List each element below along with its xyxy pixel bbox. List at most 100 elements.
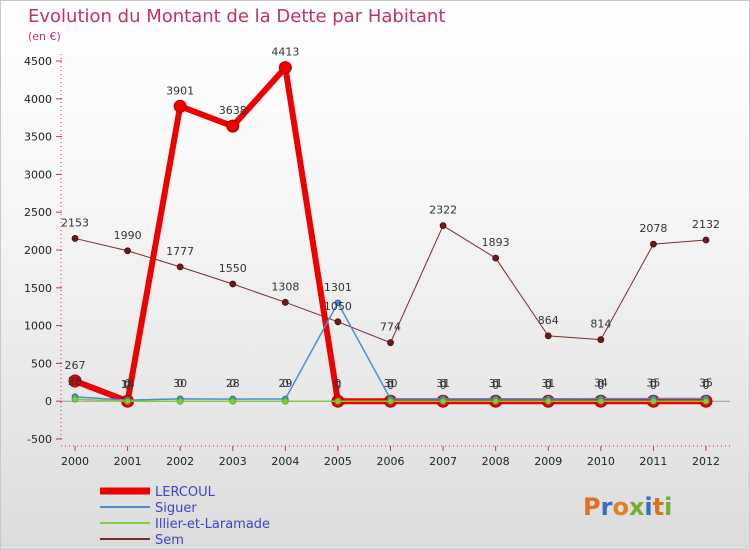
data-label-lercoul: 0 [597,379,604,392]
data-label-siguer: 31 [541,377,555,390]
data-label-sem: 1990 [114,229,142,242]
data-label-sem: 1550 [219,262,247,275]
data-point-illier-et-laramade [71,395,79,403]
legend-label-illier-et-laramade: Illier-et-Laramade [155,517,270,532]
data-label-lercoul: 0 [650,379,657,392]
logo-letter: x [629,493,645,521]
data-label-illier-et-laramade: 0 [334,377,341,390]
data-point-lercoul [278,61,292,75]
chart-subtitle: (en €) [28,30,61,43]
data-point-illier-et-laramade [597,397,605,405]
data-point-lercoul [173,99,187,113]
x-tick-label: 2006 [377,455,405,468]
data-label-sem: 2132 [692,218,720,231]
data-point-sem [544,332,552,340]
logo-letter: P [583,493,601,521]
data-point-illier-et-laramade [492,397,500,405]
x-tick-label: 2009 [534,455,562,468]
data-label-lercoul: 0 [545,379,552,392]
x-tick-label: 2011 [639,455,667,468]
legend-label-siguer: Siguer [155,501,197,516]
data-point-sem [176,263,184,271]
data-label-sem: 1893 [482,236,510,249]
data-label-illier-et-laramade: 0 [440,377,447,390]
y-tick-label: 0 [45,395,52,408]
proxiti-logo: Proxiti [583,493,672,521]
data-point-illier-et-laramade [281,397,289,405]
data-label-lercoul: 0 [334,379,341,392]
data-label-lercoul: 0 [440,379,447,392]
y-tick-label: 3500 [24,131,52,144]
data-point-sem [71,235,79,242]
data-label-illier-et-laramade: 0 [229,377,236,390]
data-label-siguer: 35 [646,377,660,390]
data-point-illier-et-laramade [176,397,184,405]
data-label-lercoul: 267 [65,359,86,372]
data-label-siguer: 28 [226,377,240,390]
y-tick-label: 1500 [24,282,52,295]
y-tick-label: 2000 [24,244,52,257]
logo-letter: t [653,493,664,521]
y-tick-label: 4000 [24,93,52,106]
data-label-siguer: 1301 [324,281,352,294]
data-label-illier-et-laramade: 26 [68,375,82,388]
legend-label-lercoul: LERCOUL [155,485,216,500]
data-point-sem [702,236,710,244]
x-tick-label: 2005 [324,455,352,468]
logo-letter: i [664,493,672,521]
data-label-lercoul: 0 [703,379,710,392]
data-point-sem [334,318,342,326]
data-label-illier-et-laramade: 0 [545,377,552,390]
x-tick-label: 2007 [429,455,457,468]
x-tick-label: 2012 [692,455,720,468]
data-point-siguer [334,299,342,307]
data-label-illier-et-laramade: 0 [124,377,131,390]
data-point-sem [439,222,447,230]
y-tick-label: 1000 [24,320,52,333]
data-point-sem [387,339,394,347]
data-label-illier-et-laramade: 0 [650,377,657,390]
data-label-lercoul: 0 [124,379,131,392]
data-label-siguer: 30 [384,377,398,390]
data-point-illier-et-laramade [544,397,552,405]
data-label-siguer: 29 [278,377,292,390]
data-point-illier-et-laramade [702,397,710,405]
data-label-sem: 1308 [271,280,299,293]
data-label-sem: 2078 [639,222,667,235]
data-label-sem: 2153 [61,216,89,229]
data-point-lercoul [68,374,82,388]
data-label-siguer: 31 [489,377,503,390]
data-point-sem [597,336,605,344]
x-tick-label: 2004 [271,455,299,468]
data-label-lercoul: 3901 [166,84,194,97]
data-point-sem [650,240,657,248]
data-label-illier-et-laramade: 0 [387,377,394,390]
y-tick-label: 2500 [24,206,52,219]
data-label-illier-et-laramade: 0 [282,377,289,390]
data-point-illier-et-laramade [650,397,657,405]
data-label-illier-et-laramade: 0 [177,377,184,390]
x-tick-label: 2008 [482,455,510,468]
chart-title: Evolution du Montant de la Dette par Hab… [28,6,445,27]
data-label-siguer: 30 [173,377,187,390]
data-point-sem [229,280,237,288]
data-point-illier-et-laramade [387,397,394,405]
data-point-illier-et-laramade [229,397,237,405]
series-line-lercoul [73,64,706,405]
data-point-illier-et-laramade [439,397,447,405]
y-tick-label: 500 [31,357,52,370]
logo-letter: o [612,493,629,521]
data-label-illier-et-laramade: 0 [703,377,710,390]
data-label-lercoul: 3638 [219,104,247,117]
data-point-lercoul [226,119,240,133]
logo-letter: i [644,493,652,521]
x-tick-label: 2001 [114,455,142,468]
data-label-siguer: 58 [68,375,82,388]
data-label-siguer: 14 [121,378,135,391]
data-point-illier-et-laramade [124,397,131,405]
data-label-sem: 774 [380,321,401,334]
data-point-sem [492,254,500,262]
